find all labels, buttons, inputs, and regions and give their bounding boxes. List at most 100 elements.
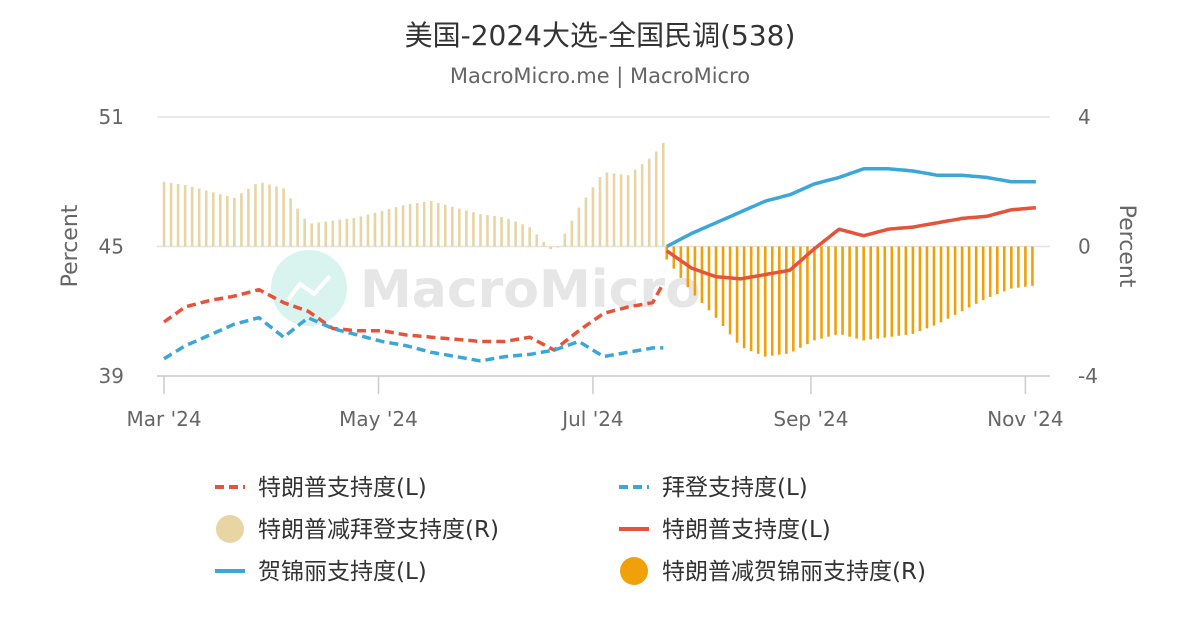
bar-mark xyxy=(458,208,461,247)
x-tick-label: May '24 xyxy=(339,407,418,431)
bar-mark xyxy=(408,203,412,247)
chart-subtitle: MacroMicro.me | MacroMicro xyxy=(449,64,751,88)
bar-mark xyxy=(777,246,781,355)
bar-mark xyxy=(486,215,489,247)
chart-title: 美国-2024大选-全国民调(538) xyxy=(404,19,796,52)
bar-mark xyxy=(373,212,377,247)
bar-mark xyxy=(268,184,271,247)
bar-mark xyxy=(988,246,992,297)
bar-series xyxy=(162,142,1034,357)
bar-mark xyxy=(380,210,384,247)
bar-mark xyxy=(714,246,718,318)
bar-mark xyxy=(394,207,398,247)
bar-mark xyxy=(756,246,760,354)
bar-mark xyxy=(665,246,669,260)
bar-mark xyxy=(359,216,363,247)
bar-mark xyxy=(883,246,887,338)
bar-mark xyxy=(735,246,739,343)
bar-mark xyxy=(806,246,809,345)
series-line xyxy=(162,282,665,352)
right-axis-label: Percent xyxy=(1114,205,1139,288)
bar-mark xyxy=(619,174,623,247)
bar-mark xyxy=(436,203,440,247)
bar-mark xyxy=(472,212,475,247)
bar-mark xyxy=(911,246,915,334)
bar-mark xyxy=(770,246,774,356)
bar-mark xyxy=(296,208,299,247)
bar-mark xyxy=(640,164,644,247)
left-tick-label: 45 xyxy=(99,235,124,259)
bar-mark xyxy=(799,246,802,348)
bar-mark xyxy=(275,186,278,247)
bar-mark xyxy=(721,246,725,327)
bar-mark xyxy=(820,246,823,339)
bar-mark xyxy=(612,173,616,247)
legend-marker xyxy=(216,515,244,543)
bar-mark xyxy=(190,186,194,247)
bar-mark xyxy=(925,246,929,329)
bar-mark xyxy=(352,217,356,247)
bar-mark xyxy=(932,246,936,326)
bar-mark xyxy=(904,246,908,335)
bar-mark xyxy=(946,246,950,319)
bar-mark xyxy=(876,246,880,339)
x-tick-label: Jul '24 xyxy=(560,407,623,431)
bar-mark xyxy=(728,246,732,335)
legend: 特朗普支持度(L) 拜登支持度(L) 特朗普减拜登支持度(R) 特朗普支持度(L) 贺锦… xyxy=(215,475,926,585)
bar-mark xyxy=(261,182,264,247)
bar-mark xyxy=(960,246,964,312)
bar-mark xyxy=(1017,246,1020,288)
bar-mark xyxy=(331,220,335,247)
bar-mark xyxy=(507,218,510,247)
bar-mark xyxy=(1024,246,1027,287)
series-line xyxy=(665,205,1037,281)
series-line xyxy=(665,167,1036,249)
bar-mark xyxy=(422,202,426,247)
legend-label: 贺锦丽支持度(L) xyxy=(258,559,427,585)
bar-mark xyxy=(633,169,637,247)
bar-mark xyxy=(813,246,816,341)
bar-mark xyxy=(324,221,328,247)
bar-mark xyxy=(345,218,349,247)
bar-mark xyxy=(626,175,630,247)
bar-mark xyxy=(995,246,999,295)
bar-mark xyxy=(707,246,711,311)
bar-mark xyxy=(317,222,321,247)
axes: 51 4 45 0 39 -4 Mar '24 May '24 Jul '24 Sep '24 No… xyxy=(99,105,1098,431)
bar-mark xyxy=(197,188,201,247)
bar-mark xyxy=(1031,246,1034,286)
watermark: MacroMicro xyxy=(271,250,701,326)
bar-mark xyxy=(647,158,651,247)
x-tick-label: Nov '24 xyxy=(987,407,1063,431)
bar-mark xyxy=(1002,246,1006,292)
x-tick-label: Mar '24 xyxy=(127,407,202,431)
legend-label: 特朗普支持度(L) xyxy=(258,475,427,501)
bar-mark xyxy=(974,246,978,304)
series-line xyxy=(163,315,664,363)
bar-mark xyxy=(535,234,539,247)
bar-mark xyxy=(834,246,837,335)
legend-label: 特朗普支持度(L) xyxy=(662,517,831,543)
bar-mark xyxy=(387,209,391,247)
bar-mark xyxy=(654,151,658,247)
bar-mark xyxy=(591,187,595,247)
left-axis-label: Percent xyxy=(58,204,83,287)
bar-mark xyxy=(584,197,588,247)
bar-mark xyxy=(479,214,482,247)
bar-mark xyxy=(827,246,830,337)
bar-mark xyxy=(855,246,858,339)
bar-mark xyxy=(528,227,531,247)
line-series xyxy=(162,167,1037,363)
bar-mark xyxy=(967,246,971,308)
bar-mark xyxy=(338,219,342,247)
bar-mark xyxy=(162,181,166,247)
watermark-text: MacroMicro xyxy=(360,260,701,320)
right-tick-label: -4 xyxy=(1078,364,1098,388)
bar-mark xyxy=(240,193,243,247)
legend-label: 特朗普减贺锦丽支持度(R) xyxy=(662,559,926,585)
bar-mark xyxy=(233,197,236,247)
bar-mark xyxy=(465,210,468,247)
x-tick-label: Sep '24 xyxy=(773,407,848,431)
bar-mark xyxy=(500,216,503,247)
